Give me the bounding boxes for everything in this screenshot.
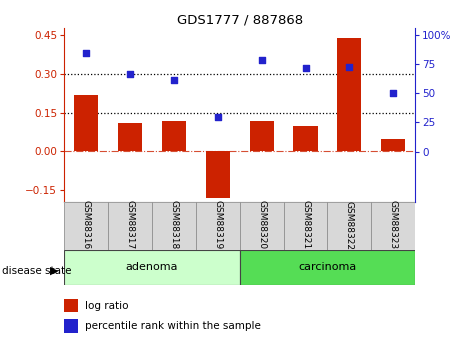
Text: percentile rank within the sample: percentile rank within the sample xyxy=(85,321,261,331)
Text: ▶: ▶ xyxy=(50,266,59,276)
Bar xyxy=(381,139,405,151)
Text: log ratio: log ratio xyxy=(85,301,129,311)
Point xyxy=(82,50,90,56)
Title: GDS1777 / 887868: GDS1777 / 887868 xyxy=(177,13,303,27)
Bar xyxy=(240,202,284,250)
Bar xyxy=(206,151,230,198)
Text: GSM88321: GSM88321 xyxy=(301,200,310,249)
Bar xyxy=(64,299,78,313)
Bar xyxy=(108,202,152,250)
Bar xyxy=(74,95,98,151)
Point xyxy=(214,114,221,119)
Text: GSM88318: GSM88318 xyxy=(169,200,179,250)
Text: GSM88317: GSM88317 xyxy=(126,200,134,250)
Text: GSM88323: GSM88323 xyxy=(389,200,398,249)
Bar xyxy=(64,250,240,285)
Bar xyxy=(372,202,415,250)
Bar xyxy=(64,202,108,250)
Bar xyxy=(327,202,372,250)
Point xyxy=(258,57,266,62)
Bar xyxy=(293,126,318,151)
Bar xyxy=(118,123,142,151)
Text: adenoma: adenoma xyxy=(126,263,178,272)
Bar xyxy=(196,202,240,250)
Bar xyxy=(240,250,415,285)
Text: carcinoma: carcinoma xyxy=(299,263,357,272)
Bar xyxy=(162,120,186,151)
Text: GSM88319: GSM88319 xyxy=(213,200,222,250)
Text: GSM88316: GSM88316 xyxy=(82,200,91,250)
Point xyxy=(302,65,309,71)
Point xyxy=(170,77,178,82)
Point xyxy=(345,64,353,69)
Bar xyxy=(250,120,274,151)
Point xyxy=(390,91,397,96)
Bar xyxy=(152,202,196,250)
Text: disease state: disease state xyxy=(2,266,72,276)
Point xyxy=(126,71,134,77)
Bar xyxy=(64,319,78,333)
Bar xyxy=(337,38,361,151)
Text: GSM88320: GSM88320 xyxy=(257,200,266,249)
Bar xyxy=(284,202,327,250)
Text: GSM88322: GSM88322 xyxy=(345,200,354,249)
